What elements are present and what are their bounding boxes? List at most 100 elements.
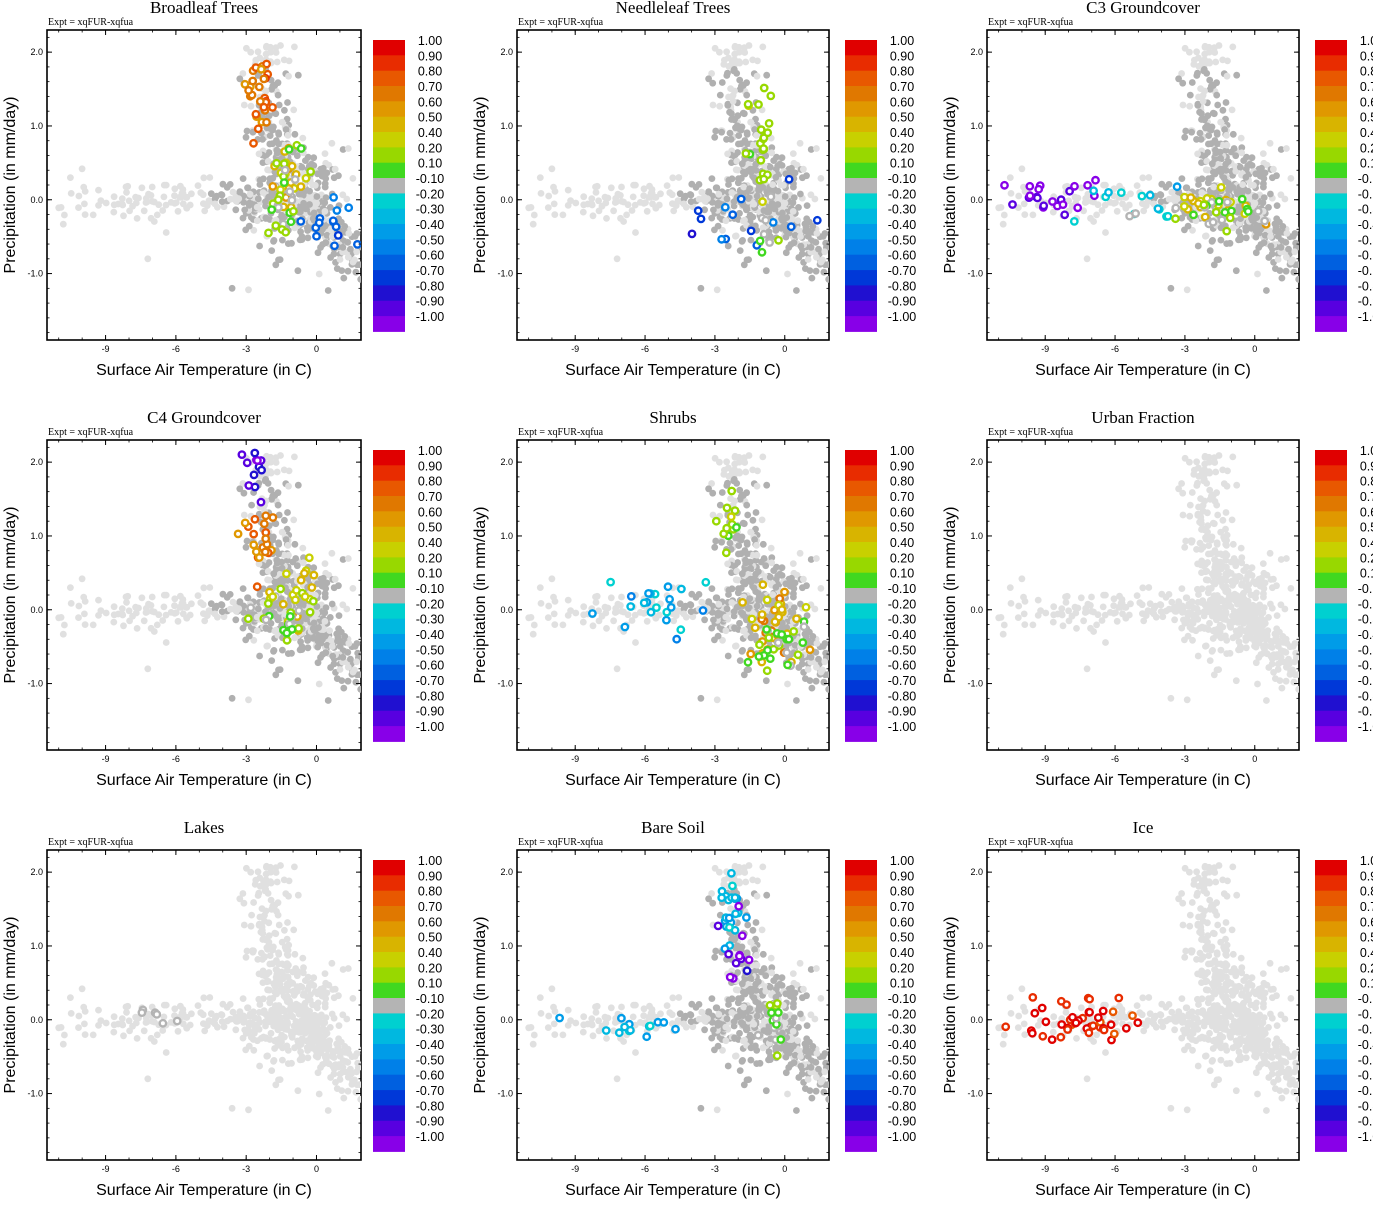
scatter-point xyxy=(275,550,282,557)
scatter-point-highlight xyxy=(763,217,769,223)
scatter-point xyxy=(1102,592,1109,599)
colorbar-label: -0.40 xyxy=(416,628,445,642)
x-tick-label: -9 xyxy=(102,344,110,354)
scatter-point xyxy=(528,614,535,621)
scatter-point xyxy=(735,533,742,540)
scatter-point xyxy=(1080,617,1087,624)
scatter-point xyxy=(322,560,329,567)
colorbar-label: -0.30 xyxy=(416,203,445,217)
scatter-point xyxy=(733,643,740,650)
scatter-point xyxy=(1085,601,1092,608)
scatter-point xyxy=(602,604,609,611)
scatter-point-highlight xyxy=(311,572,317,578)
scatter-point xyxy=(329,550,336,557)
scatter-point xyxy=(580,193,587,200)
scatter-point xyxy=(284,99,291,106)
scatter-point xyxy=(744,512,751,519)
scatter-point xyxy=(1256,230,1263,237)
panel-title: Broadleaf Trees xyxy=(150,0,258,17)
colorbar: 1.000.900.800.700.600.500.400.200.10-0.1… xyxy=(845,34,916,332)
colorbar-label: 0.70 xyxy=(1360,80,1373,94)
scatter-point xyxy=(345,145,352,152)
colorbar-swatch xyxy=(373,224,405,240)
colorbar-label: -0.90 xyxy=(1358,295,1373,309)
scatter-point xyxy=(351,257,358,264)
scatter-point xyxy=(735,132,742,139)
scatter-point xyxy=(1134,182,1141,189)
scatter-point xyxy=(255,605,262,612)
scatter-point xyxy=(229,285,236,292)
scatter-point xyxy=(1193,72,1200,79)
scatter-point xyxy=(272,261,279,268)
scatter-point-highlight xyxy=(298,183,304,189)
scatter-point-highlight xyxy=(1245,208,1251,214)
scatter-point xyxy=(61,212,68,219)
scatter-point xyxy=(145,601,152,608)
scatter-point-highlight xyxy=(284,637,290,643)
scatter-point-highlight xyxy=(263,617,269,623)
scatter-point xyxy=(1238,559,1245,566)
colorbar-swatch xyxy=(373,209,405,225)
scatter-point xyxy=(802,221,809,228)
scatter-point xyxy=(339,191,346,198)
scatter-point xyxy=(754,468,761,475)
scatter-point xyxy=(1249,154,1256,161)
scatter-point xyxy=(590,212,597,219)
scatter-point xyxy=(1270,166,1277,173)
scatter-point xyxy=(1102,639,1109,646)
scatter-point-highlight xyxy=(648,609,654,615)
scatter-point xyxy=(761,555,768,562)
scatter-point xyxy=(1270,576,1277,583)
scatter-point xyxy=(286,468,293,475)
colorbar-swatch xyxy=(373,301,405,317)
scatter-point xyxy=(175,618,182,625)
scatter-point-highlight xyxy=(645,590,651,596)
scatter-point-highlight xyxy=(758,157,764,163)
scatter-point-highlight xyxy=(262,549,268,555)
scatter-point xyxy=(305,644,312,651)
scatter-point xyxy=(1214,129,1221,136)
scatter-point xyxy=(738,140,745,147)
scatter-point xyxy=(545,614,552,621)
scatter-point xyxy=(724,195,731,202)
colorbar-swatch xyxy=(845,255,877,271)
colorbar-swatch xyxy=(845,726,877,742)
scatter-point xyxy=(272,671,279,678)
scatter-point xyxy=(790,150,797,157)
y-tick-label: 0.0 xyxy=(500,195,513,205)
colorbar-label: 0.80 xyxy=(1360,65,1373,79)
scatter-point-highlight xyxy=(760,582,766,588)
scatter-point-highlight xyxy=(739,599,745,605)
scatter-point xyxy=(187,202,194,209)
scatter-point xyxy=(329,643,336,650)
scatter-point xyxy=(58,204,65,211)
colorbar-label: -0.80 xyxy=(416,689,445,703)
scatter-point xyxy=(357,686,364,693)
scatter-point xyxy=(724,605,731,612)
scatter-point xyxy=(1145,174,1152,181)
scatter-point xyxy=(1021,621,1028,628)
scatter-point xyxy=(1273,582,1280,589)
scatter-point xyxy=(1181,134,1188,141)
scatter-point xyxy=(67,174,74,181)
scatter-point xyxy=(1214,550,1221,557)
scatter-point xyxy=(213,193,220,200)
colorbar-label: 0.50 xyxy=(418,521,442,535)
scatter-point xyxy=(1260,560,1267,567)
scatter-point xyxy=(300,559,307,566)
scatter-point xyxy=(1195,243,1202,250)
scatter-point xyxy=(1196,519,1203,526)
y-axis-label: Precipitation (in mm/day) xyxy=(942,97,959,274)
scatter-point xyxy=(768,545,775,552)
scatter-point xyxy=(1116,593,1123,600)
scatter-point xyxy=(614,255,621,262)
scatter-point xyxy=(1277,267,1284,274)
colorbar-label: 0.50 xyxy=(890,111,914,125)
colorbar-label: -1.00 xyxy=(1358,310,1373,324)
scatter-point xyxy=(267,454,274,461)
scatter-point xyxy=(1182,45,1189,52)
colorbar-label: 0.70 xyxy=(890,490,914,504)
scatter-point xyxy=(345,555,352,562)
scatter-point-highlight xyxy=(745,659,751,665)
x-tick-label: -3 xyxy=(242,344,250,354)
